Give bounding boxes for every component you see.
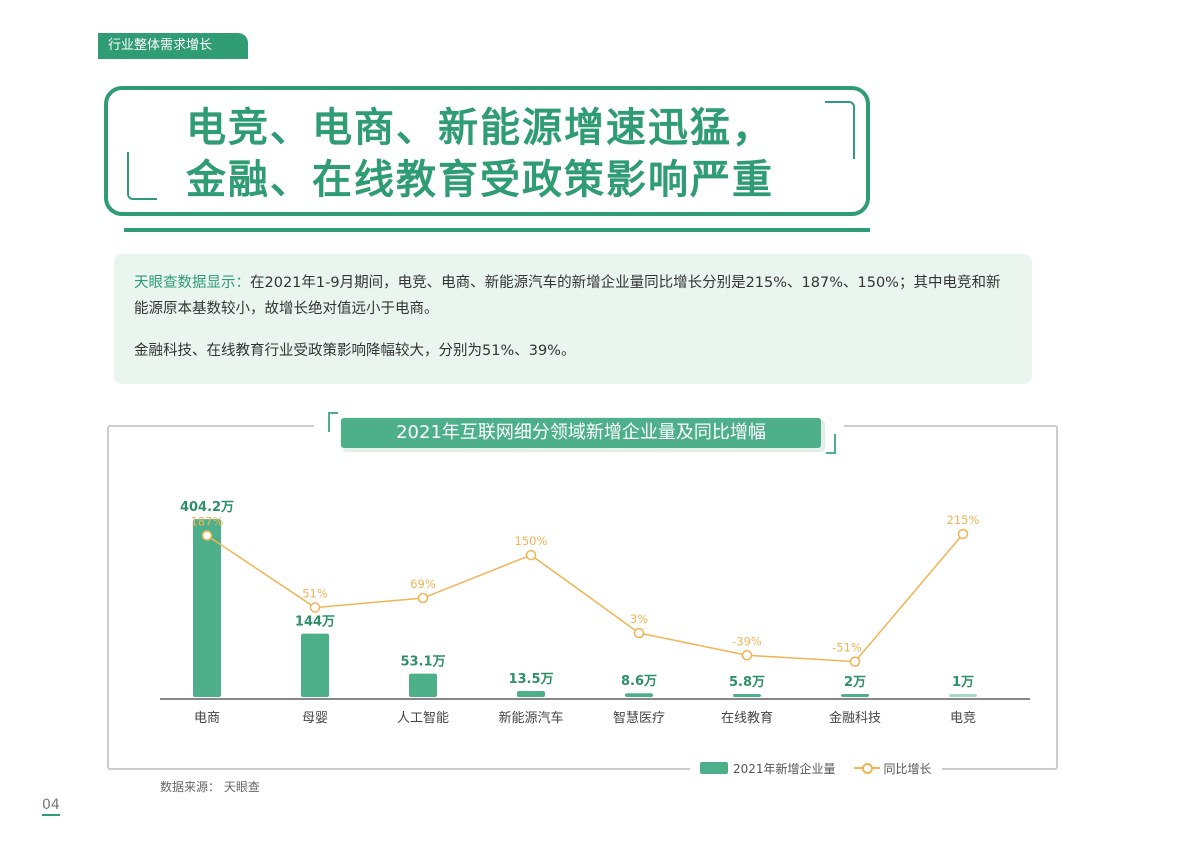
bar-value-label: 13.5万 [508, 672, 553, 687]
bar-value-label: 5.8万 [729, 675, 765, 690]
bar-value-label: 144万 [295, 615, 335, 630]
growth-value-label: 51% [302, 587, 328, 601]
page-number: 04 [42, 796, 60, 816]
growth-point [525, 549, 537, 561]
title-line-2: 金融、在线教育受政策影响严重 [186, 157, 774, 203]
summary-paragraph-2: 金融科技、在线教育行业受政策影响降幅较大，分别为51%、39%。 [134, 343, 576, 359]
legend-line-label: 同比增长 [883, 761, 932, 776]
growth-value-label: -39% [732, 634, 762, 648]
x-tick-label: 母婴 [302, 711, 328, 726]
page-title: 电竞、电商、新能源增速迅猛， 金融、在线教育受政策影响严重 [186, 102, 774, 206]
growth-point [849, 656, 861, 667]
bar [517, 691, 545, 697]
chart-title-bracket-left [328, 412, 338, 432]
chart-title-bracket-right [826, 434, 836, 454]
bar-value-label: 404.2万 [180, 500, 234, 515]
bar-value-label: 53.1万 [400, 655, 445, 670]
bar-value-label: 8.6万 [621, 674, 657, 689]
bar [733, 694, 761, 697]
x-tick-label: 电竞 [950, 710, 976, 726]
x-tick-label: 金融科技 [829, 710, 881, 726]
bar [949, 694, 977, 697]
bar [193, 519, 221, 697]
headline-box [104, 86, 870, 216]
growth-value-label: 150% [515, 534, 548, 548]
bar-value-label: 1万 [952, 675, 974, 690]
title-line-1: 电竞、电商、新能源增速迅猛， [186, 105, 774, 151]
bar [625, 693, 653, 697]
growth-value-label: 215% [947, 513, 980, 527]
growth-value-label: 69% [410, 577, 436, 591]
x-tick-label: 智慧医疗 [613, 710, 665, 726]
x-tick-label: 在线教育 [721, 710, 773, 726]
growth-point [309, 602, 321, 613]
section-tag: 行业整体需求增长 [98, 33, 248, 59]
bar-value-label: 2万 [844, 675, 866, 690]
summary-text-1: 在2021年1-9月期间，电竞、电商、新能源汽车的新增企业量同比增长分别是215… [134, 275, 1001, 317]
bar [409, 673, 437, 697]
growth-point [741, 650, 753, 661]
growth-point [201, 530, 213, 541]
chart-title: 2021年互联网细分领域新增企业量及同比增幅 [340, 417, 822, 449]
growth-value-label: 3% [630, 612, 648, 626]
legend-line-swatch [853, 762, 880, 774]
growth-line [206, 533, 964, 663]
summary-paragraph-1: 天眼查数据显示：在2021年1-9月期间，电竞、电商、新能源汽车的新增企业量同比… [134, 270, 1012, 322]
legend-bar-swatch [700, 762, 728, 774]
headline-bracket-left [127, 152, 157, 200]
bar [841, 694, 869, 697]
growth-point [417, 592, 429, 604]
chart-legend: 2021年新增企业量 同比增长 [690, 756, 942, 780]
x-tick-label: 人工智能 [397, 711, 449, 726]
growth-value-label: 187% [191, 514, 224, 528]
growth-point [957, 528, 969, 540]
growth-point [633, 627, 645, 639]
data-source: 数据来源： 天眼查 [160, 780, 260, 794]
source-prefix: 天眼查数据显示： [134, 275, 250, 291]
growth-value-label: -51% [832, 641, 862, 655]
x-tick-label: 新能源汽车 [498, 710, 563, 726]
bar [301, 633, 329, 697]
legend-bar-label: 2021年新增企业量 [733, 761, 836, 776]
summary-box: 天眼查数据显示：在2021年1-9月期间，电竞、电商、新能源汽车的新增企业量同比… [114, 254, 1032, 384]
headline-bracket-right [825, 101, 855, 159]
x-tick-label: 电商 [194, 711, 220, 726]
headline-underline [124, 228, 870, 232]
